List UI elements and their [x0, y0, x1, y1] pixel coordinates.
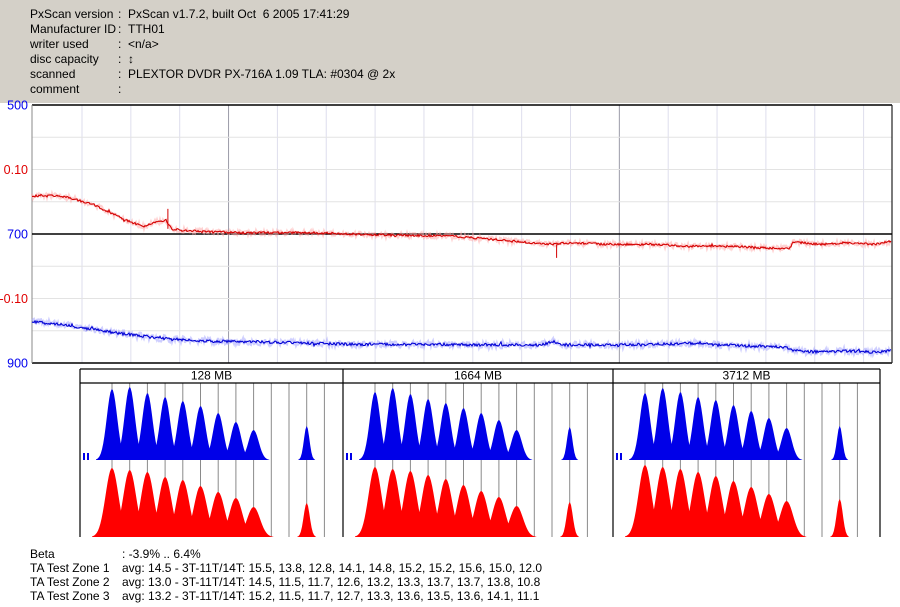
y-axis-label: 0.10 [4, 163, 28, 177]
red-ta-histogram [355, 467, 580, 537]
header-label: scanned [30, 67, 76, 81]
summary-label: TA Test Zone 3 [30, 589, 110, 603]
summary-value: : -3.9% .. 6.4% [122, 547, 201, 561]
header-separator: : [118, 22, 122, 36]
header-row: Manufacturer ID : TTH01 [0, 22, 900, 37]
ta-panel-frame [79, 368, 881, 537]
report-header: PxScan version : PxScan v1.7.2, built Oc… [0, 0, 900, 103]
panel-title: 128 MB [191, 369, 232, 383]
header-row: scanned : PLEXTOR DVDR PX-716A 1.09 TLA:… [0, 67, 900, 82]
summary-row: TA Test Zone 3 avg: 13.2 - 3T-11T/14T: 1… [0, 589, 900, 603]
blue-trace-trace [31, 319, 892, 355]
baseline-mark [350, 453, 352, 460]
blue-trace-series [31, 316, 892, 359]
header-row: writer used : <n/a> [0, 37, 900, 52]
header-separator: : [118, 37, 122, 51]
summary-value: avg: 14.5 - 3T-11T/14T: 15.5, 13.8, 12.8… [122, 561, 543, 575]
blue-ta-histogram [629, 388, 849, 460]
header-label: PxScan version [30, 7, 114, 21]
baseline-mark [83, 453, 85, 460]
header-value: PLEXTOR DVDR PX-716A 1.09 TLA: #0304 @ 2… [128, 67, 396, 81]
header-separator: : [118, 67, 122, 81]
y-axis-label: 900 [7, 357, 28, 371]
header-label: comment [30, 82, 80, 96]
summary-label: TA Test Zone 1 [30, 561, 110, 575]
header-row: disc capacity : ↕ [0, 52, 900, 67]
summary-row: Beta : -3.9% .. 6.4% [0, 547, 900, 561]
summary-value: avg: 13.0 - 3T-11T/14T: 14.5, 11.5, 11.7… [122, 575, 541, 589]
panel-title: 3712 MB [722, 369, 770, 383]
ta-panel-1: 1664 MB [346, 369, 588, 537]
header-row: comment : [0, 82, 900, 97]
summary-row: TA Test Zone 2 avg: 13.0 - 3T-11T/14T: 1… [0, 575, 900, 589]
red-ta-histogram [92, 468, 317, 537]
summary-row: TA Test Zone 1 avg: 14.5 - 3T-11T/14T: 1… [0, 561, 900, 575]
summary-label: Beta [30, 547, 55, 561]
beta-trace [31, 193, 892, 250]
beta-series [30, 189, 892, 258]
header-value: <n/a> [128, 37, 159, 51]
blue-ta-histogram [359, 388, 579, 460]
baseline-mark [87, 453, 89, 460]
header-value: TTH01 [128, 22, 165, 36]
blue-ta-histogram [96, 387, 316, 460]
header-label: Manufacturer ID [30, 22, 117, 36]
summary-value: avg: 13.2 - 3T-11T/14T: 15.2, 11.5, 11.7… [122, 589, 540, 603]
summary-label: TA Test Zone 2 [30, 575, 110, 589]
red-ta-histogram [625, 465, 850, 537]
panel-title: 1664 MB [454, 369, 502, 383]
baseline-mark [346, 453, 348, 460]
baseline-mark [620, 453, 622, 460]
baseline-mark [616, 453, 618, 460]
header-value: PxScan v1.7.2, built Oct 6 2005 17:41:29 [128, 7, 350, 21]
header-separator: : [118, 52, 122, 66]
ta-panel-0: 128 MB [83, 369, 325, 537]
y-axis-label: -0.10 [0, 292, 28, 306]
header-value: ↕ [128, 52, 134, 66]
main-chart: 500 0.10 700 -0.10 900 [0, 99, 893, 371]
ta-panel-2: 3712 MB [616, 369, 858, 537]
y-axis-label: 700 [7, 228, 28, 242]
header-label: disc capacity [30, 52, 99, 66]
summary-block: Beta : -3.9% .. 6.4% TA Test Zone 1 avg:… [0, 547, 900, 603]
header-label: writer used [30, 37, 89, 51]
header-row: PxScan version : PxScan v1.7.2, built Oc… [0, 7, 900, 22]
y-axis-label: 500 [7, 99, 28, 113]
header-separator: : [118, 7, 122, 21]
header-separator: : [118, 82, 122, 96]
